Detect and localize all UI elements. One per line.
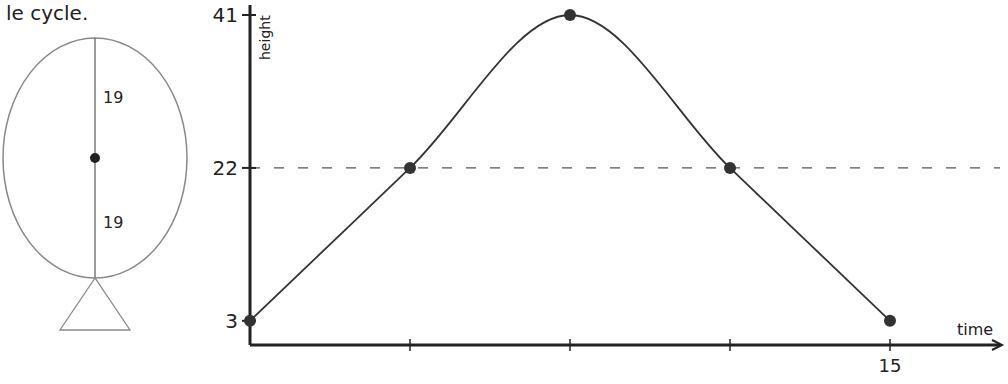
x-tick-label: 15 — [879, 355, 902, 376]
y-axis-title: height — [257, 15, 273, 60]
wheel-center — [90, 153, 100, 163]
x-tick — [409, 339, 411, 351]
y-tick-label: 41 — [213, 3, 238, 27]
x-tick — [569, 339, 571, 351]
y-tick-label: 3 — [225, 309, 238, 333]
wheel: 1919 — [3, 38, 187, 330]
x-axis-title: time — [957, 320, 993, 339]
x-axis — [250, 344, 1000, 347]
radius-label: 19 — [103, 213, 123, 232]
data-point — [884, 315, 896, 327]
y-tick — [242, 14, 256, 16]
data-point — [564, 9, 576, 21]
y-axis — [249, 5, 252, 345]
wheel-stand — [60, 278, 130, 330]
data-point — [244, 315, 256, 327]
y-tick — [242, 167, 256, 169]
data-point — [404, 162, 416, 174]
y-tick-label: 22 — [213, 156, 238, 180]
wheel-rim — [3, 38, 187, 278]
plot-area — [244, 9, 896, 327]
data-point — [724, 162, 736, 174]
x-tick — [729, 339, 731, 351]
height-curve — [250, 15, 890, 321]
x-tick — [889, 339, 891, 351]
caption: le cycle. — [6, 1, 88, 25]
radius-label: 19 — [103, 88, 123, 107]
reference-line — [250, 167, 1000, 168]
canvas: le cycle.19193224115heighttime — [0, 0, 1008, 384]
x-arrow — [992, 340, 1002, 350]
